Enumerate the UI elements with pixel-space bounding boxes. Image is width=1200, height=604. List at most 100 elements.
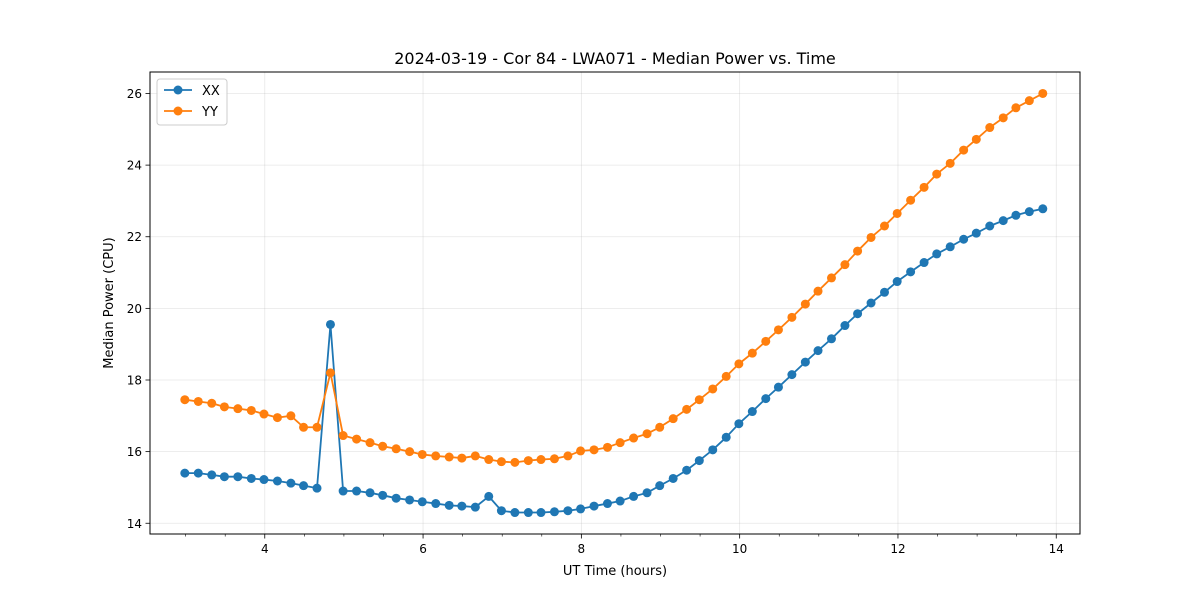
data-point-xx <box>312 483 322 493</box>
y-axis: 14 16 18 20 22 24 26 <box>127 87 150 531</box>
data-point-yy <box>431 451 441 461</box>
data-point-xx <box>484 491 494 501</box>
data-point-xx <box>761 394 771 404</box>
data-point-xx <box>1024 207 1034 217</box>
series-layer <box>180 88 1048 518</box>
data-point-yy <box>747 348 757 358</box>
data-point-yy <box>840 260 850 270</box>
x-tick-label: 6 <box>419 542 427 556</box>
data-point-xx <box>655 481 665 491</box>
data-point-yy <box>998 113 1008 123</box>
chart-title: 2024-03-19 - Cor 84 - LWA071 - Median Po… <box>394 49 836 68</box>
y-tick-label: 16 <box>127 445 142 459</box>
data-point-yy <box>985 123 995 133</box>
data-point-yy <box>338 431 348 441</box>
series-yy <box>180 88 1048 467</box>
data-point-xx <box>431 499 441 509</box>
data-point-xx <box>444 500 454 510</box>
data-point-xx <box>971 228 981 238</box>
data-point-yy <box>325 368 335 378</box>
data-point-yy <box>457 453 467 463</box>
data-point-yy <box>444 452 454 462</box>
y-tick-label: 18 <box>127 374 142 388</box>
y-tick-label: 24 <box>127 159 142 173</box>
data-point-xx <box>1038 204 1048 214</box>
x-tick-label: 4 <box>261 542 269 556</box>
data-point-yy <box>352 434 362 444</box>
data-point-yy <box>589 445 599 455</box>
data-point-xx <box>246 473 256 483</box>
y-axis-label: Median Power (CPU) <box>102 237 117 368</box>
data-point-xx <box>286 478 296 488</box>
data-point-xx <box>378 490 388 500</box>
data-point-xx <box>747 407 757 417</box>
data-point-yy <box>405 447 415 457</box>
plot-frame <box>149 71 1081 535</box>
data-point-xx <box>299 481 309 491</box>
data-point-xx <box>721 432 731 442</box>
y-tick-label: 14 <box>127 517 142 531</box>
data-point-xx <box>352 486 362 496</box>
data-point-xx <box>985 221 995 231</box>
data-point-xx <box>365 488 375 498</box>
series-xx <box>180 204 1048 518</box>
data-point-yy <box>694 395 704 405</box>
data-point-xx <box>866 298 876 308</box>
data-point-xx <box>853 309 863 319</box>
data-point-yy <box>1038 88 1048 98</box>
data-point-xx <box>642 488 652 498</box>
data-point-yy <box>193 396 203 406</box>
data-point-yy <box>510 457 520 467</box>
data-point-xx <box>682 465 692 475</box>
data-point-xx <box>945 242 955 252</box>
data-point-xx <box>576 504 586 514</box>
legend: XX YY <box>156 78 228 126</box>
data-point-xx <box>892 277 902 287</box>
data-point-yy <box>272 413 282 423</box>
data-point-xx <box>826 334 836 344</box>
data-point-xx <box>219 472 229 482</box>
y-tick-label: 22 <box>127 230 142 244</box>
legend-marker-yy <box>173 106 183 116</box>
data-point-yy <box>892 208 902 218</box>
legend-label-yy: YY <box>201 105 218 120</box>
data-point-yy <box>365 438 375 448</box>
data-point-yy <box>615 438 625 448</box>
data-point-yy <box>523 456 533 466</box>
x-axis: 4 6 8 10 12 14 <box>185 534 1064 556</box>
data-point-yy <box>642 429 652 439</box>
data-point-yy <box>484 455 494 465</box>
x-tick-label: 12 <box>890 542 905 556</box>
x-tick-label: 10 <box>732 542 747 556</box>
x-axis-label: UT Time (hours) <box>563 564 667 579</box>
legend-marker-xx <box>173 85 183 95</box>
data-point-xx <box>233 472 243 482</box>
data-point-yy <box>563 451 573 461</box>
data-point-xx <box>325 319 335 329</box>
data-point-xx <box>272 476 282 486</box>
data-point-xx <box>470 502 480 512</box>
data-point-yy <box>233 404 243 414</box>
data-point-yy <box>1024 96 1034 106</box>
data-point-xx <box>259 475 269 485</box>
data-point-yy <box>866 232 876 242</box>
data-point-xx <box>510 508 520 518</box>
data-point-xx <box>193 468 203 478</box>
data-point-yy <box>945 158 955 168</box>
data-point-xx <box>338 486 348 496</box>
data-point-yy <box>259 409 269 419</box>
data-point-yy <box>391 444 401 454</box>
data-point-yy <box>708 384 718 394</box>
data-point-xx <box>457 501 467 511</box>
data-point-yy <box>576 446 586 456</box>
data-point-yy <box>180 395 190 405</box>
x-tick-label: 8 <box>578 542 586 556</box>
data-point-xx <box>813 346 823 356</box>
data-point-xx <box>496 506 506 516</box>
data-point-xx <box>998 216 1008 226</box>
data-point-yy <box>787 312 797 322</box>
data-point-yy <box>932 169 942 179</box>
data-point-xx <box>919 258 929 268</box>
data-point-yy <box>773 325 783 335</box>
